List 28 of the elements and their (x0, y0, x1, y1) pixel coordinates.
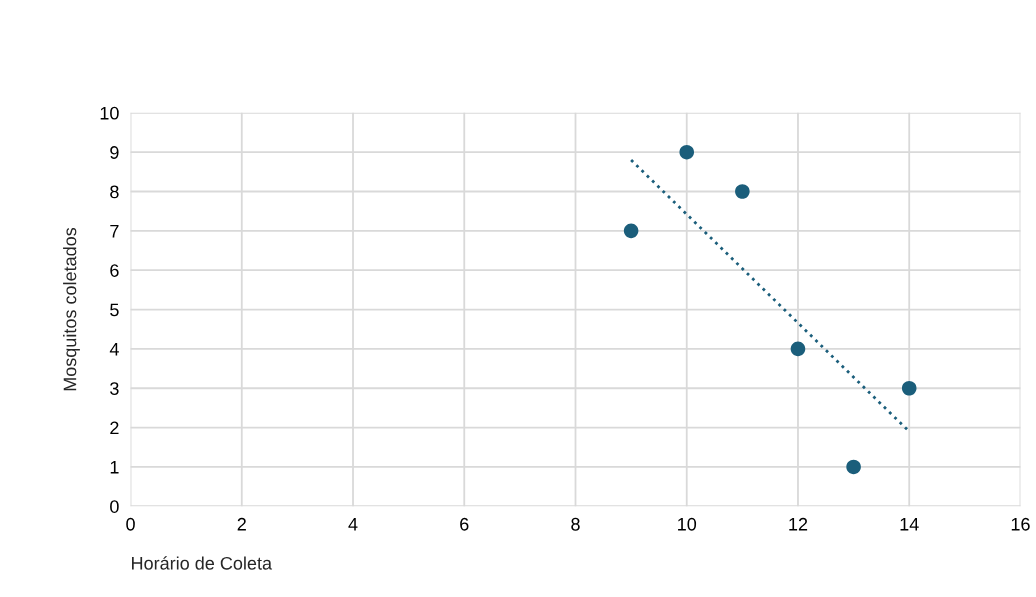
x-tick-label: 8 (571, 517, 580, 531)
y-axis-title: Mosquitos coletados (63, 227, 80, 391)
x-tick-label: 10 (678, 517, 697, 531)
y-tick-label: 5 (110, 303, 119, 317)
y-tick-label: 4 (109, 343, 119, 356)
point (623, 223, 639, 239)
y-tick-label: 9 (110, 146, 119, 159)
point (901, 380, 917, 396)
x-tick-label: 4 (348, 518, 358, 531)
y-tick-label: 10 (100, 106, 119, 120)
x-tick-label: 6 (460, 517, 469, 531)
y-tick-label: 1 (110, 461, 119, 474)
y-tick-label: 0 (110, 500, 119, 513)
point (846, 459, 861, 475)
point (679, 144, 695, 160)
point (790, 341, 806, 357)
x-axis-title: Horário de Coleta (132, 556, 273, 570)
x-tick-label: 2 (237, 517, 246, 531)
x-tick-label: 14 (900, 518, 919, 531)
y-tick-label: 2 (110, 421, 119, 435)
point (735, 184, 750, 199)
x-tick-label: 16 (1011, 517, 1030, 531)
x-tick-label: 0 (126, 517, 135, 531)
y-tick-label: 8 (110, 185, 119, 199)
y-tick-label: 7 (110, 224, 119, 238)
y-tick-label: 6 (110, 264, 119, 277)
x-tick-label: 12 (789, 517, 808, 531)
y-tick-label: 3 (110, 382, 119, 395)
